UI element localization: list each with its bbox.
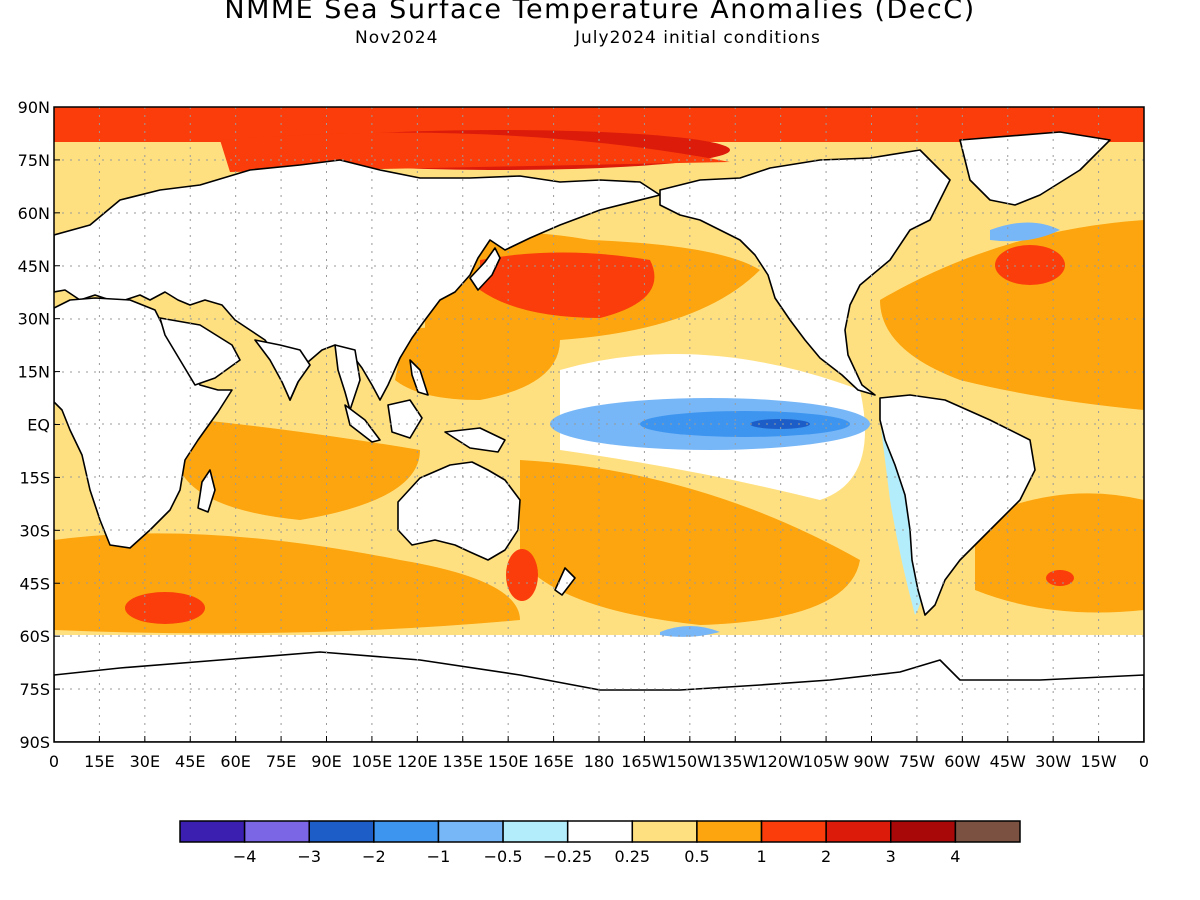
philippines-land [409,359,429,396]
arabia-land [159,317,241,386]
india-land [254,339,311,401]
lon-label: 75E [266,752,296,771]
lon-label: 120E [397,752,438,771]
sumatra-land [344,404,381,443]
init-conditions-label: July2024 initial conditions [575,28,821,48]
south-atlantic-warm-spot [125,592,205,624]
antarctica-land [54,651,1144,742]
lat-label: 45N [18,257,50,276]
colorbar-tick-label: 3 [886,847,896,866]
colorbar-swatch [502,820,569,843]
tasman-warm-spot [506,549,538,601]
lon-label: 0 [1139,752,1149,771]
north-atlantic-warm [880,220,1144,410]
colorbar-swatch [308,820,375,843]
lon-label: 0 [49,752,59,771]
colorbar-swatch [954,820,1021,843]
lat-label: 75N [18,151,50,170]
lon-label: 180 [584,752,615,771]
lon-label: 15E [84,752,114,771]
lat-label: 15S [19,468,50,487]
longitude-labels: 0 15E 30E 45E 60E 75E 90E 105E 120E 135E 150E 165E 1… [49,736,1149,771]
lon-label: 45W [990,752,1026,771]
equatorial-cold-core [640,411,850,437]
south-atlantic-strong-warm [1046,570,1074,586]
lat-label: 30N [18,310,50,329]
new-guinea-land [444,427,506,453]
lon-label: 135W [712,752,759,771]
colorbar-swatch [631,820,698,843]
valid-month-label: Nov2024 [355,28,439,48]
colorbar-swatch [179,820,246,843]
lat-label: 15N [18,363,50,382]
colorbar-tick-label: 0.5 [684,847,709,866]
lon-label: 90W [853,752,889,771]
lon-label: 60E [220,752,250,771]
south-america-land [879,394,1036,616]
south-atlantic-warm [975,493,1144,613]
lon-label: 105E [352,752,393,771]
australia-land [397,461,521,561]
lat-label: 90N [18,98,50,117]
africa-land [54,297,233,549]
colorbar-swatch [566,820,634,843]
lon-label: 30W [1035,752,1071,771]
colorbar-tick-label: −4 [233,847,257,866]
north-atlantic-strong-warm [995,245,1065,285]
map-title: NMME Sea Surface Temperature Anomalies (… [224,0,976,25]
lat-label: 30S [19,521,50,540]
colorbar-swatch [825,820,892,843]
colorbar-tick-label: 0.25 [614,847,650,866]
colorbar: −4 −3 −2 −1 −0.5 −0.25 0.25 0.5 1 2 3 4 [179,820,1021,866]
meridian-gridlines [98,107,1100,742]
colorbar-tick-label: 2 [821,847,831,866]
colorbar-tick-label: −3 [297,847,321,866]
greenland-land [959,131,1111,206]
colorbar-tick-label: 1 [756,847,766,866]
madagascar-land [197,469,216,513]
japan-land [469,247,501,291]
lon-label: 60W [944,752,980,771]
colorbar-swatch [243,820,310,843]
colorbar-tick-label: −0.25 [543,847,592,866]
lon-label: 105W [803,752,850,771]
colorbar-tick-label: 4 [950,847,960,866]
lat-label: 60S [19,627,50,646]
indian-ocean-warm [180,420,420,520]
lat-label: EQ [27,416,50,435]
colorbar-tick-label: −2 [362,847,386,866]
colorbar-tick-label: −0.5 [484,847,523,866]
amundsen-cool [660,626,720,637]
latitude-labels: 90N 75N 60N 45N 30N 15N EQ 15S 30S 45S 60S 75S 90S [18,98,60,752]
lon-label: 135E [442,752,483,771]
lat-label: 45S [19,574,50,593]
colorbar-swatch [373,820,440,843]
lon-label: 150W [667,752,714,771]
colorbar-swatch [437,820,504,843]
north-pacific-strong-warm [480,252,655,318]
lon-label: 120W [757,752,804,771]
borneo-land [387,399,423,439]
lon-label: 75W [899,752,935,771]
colorbar-swatch [890,820,957,843]
colorbar-swatch [760,820,827,843]
north-america-land [659,149,951,396]
west-pacific-warm [395,326,560,400]
lon-label: 165W [621,752,668,771]
lat-label: 90S [19,733,50,752]
colorbar-tick-label: −1 [427,847,451,866]
lon-label: 165E [533,752,574,771]
colorbar-swatch [696,820,763,843]
south-pacific-warm [520,460,860,625]
lon-label: 30E [130,752,160,771]
equatorial-cold-center [750,419,810,429]
lon-label: 90E [311,752,341,771]
lon-label: 45E [175,752,205,771]
lon-label: 15W [1080,752,1116,771]
lat-label: 60N [18,204,50,223]
lon-label: 150E [488,752,529,771]
lat-label: 75S [19,680,50,699]
